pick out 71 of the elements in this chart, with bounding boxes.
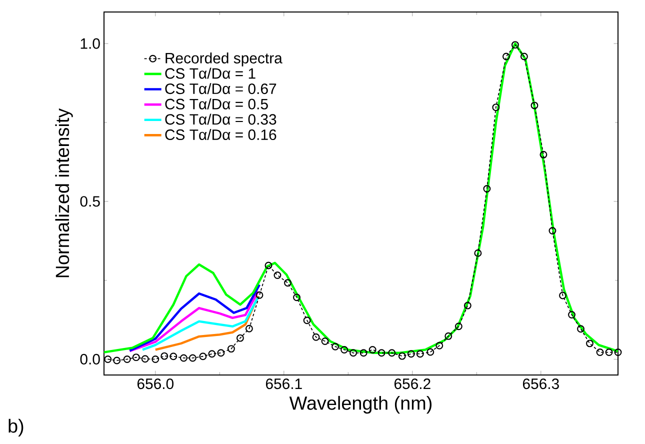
point — [256, 291, 264, 299]
point — [113, 356, 121, 364]
point — [407, 350, 415, 358]
point — [312, 333, 320, 341]
point — [511, 41, 519, 49]
point — [236, 334, 244, 342]
point — [170, 352, 178, 360]
point — [152, 355, 160, 363]
point — [141, 355, 149, 363]
point — [426, 348, 434, 356]
point — [217, 349, 225, 357]
point — [483, 185, 491, 193]
point — [474, 249, 482, 257]
point — [245, 324, 253, 332]
y-axis-title: Normalized intensity — [55, 108, 73, 278]
point — [284, 279, 292, 287]
point — [104, 355, 112, 363]
x-axis-title: Wavelength (nm) — [289, 396, 432, 414]
x-tick-label: 656.1 — [266, 378, 302, 390]
point — [559, 292, 566, 300]
point — [577, 325, 584, 333]
point — [350, 349, 358, 357]
legend-label: CS Tα/Dα = 1 — [165, 68, 256, 79]
legend-label: Recorded spectra — [166, 52, 282, 66]
point — [293, 294, 300, 302]
point — [530, 102, 538, 110]
point — [568, 310, 576, 318]
point — [264, 262, 272, 270]
point — [274, 272, 282, 279]
legend-label: CS Tα/Dα = 0.67 — [165, 83, 276, 94]
point — [502, 52, 510, 60]
point — [605, 348, 613, 356]
y-tick-label: 0.5 — [80, 196, 100, 207]
point — [332, 342, 340, 350]
point — [188, 354, 196, 362]
point — [398, 352, 406, 360]
legend-label: CS Tα/Dα = 0.16 — [165, 129, 276, 140]
point — [227, 345, 235, 353]
point — [614, 348, 622, 356]
point — [378, 349, 386, 357]
point — [436, 342, 444, 350]
point — [464, 302, 472, 310]
point — [199, 352, 207, 360]
point — [208, 350, 216, 358]
point — [492, 104, 500, 112]
point — [548, 227, 556, 234]
point — [160, 352, 168, 360]
point — [303, 316, 311, 324]
point — [123, 355, 131, 363]
point — [444, 332, 452, 340]
point — [340, 346, 348, 354]
point — [321, 337, 329, 345]
legend-label: CS Tα/Dα = 0.33 — [165, 114, 276, 125]
point — [540, 150, 548, 158]
point — [132, 354, 140, 362]
point — [388, 349, 396, 357]
point — [368, 346, 376, 354]
point — [180, 354, 188, 362]
legend-label: CS Tα/Dα = 0.5 — [165, 98, 268, 110]
x-tick-label: 656.3 — [522, 378, 559, 390]
y-tick-label: 1.0 — [80, 38, 100, 49]
y-tick-label: 0.0 — [80, 354, 100, 365]
point — [596, 348, 604, 356]
text: b) — [8, 418, 24, 436]
point — [360, 349, 368, 357]
x-tick-label: 656.0 — [137, 378, 174, 390]
point — [416, 350, 424, 358]
point — [454, 322, 462, 330]
x-tick-label: 656.2 — [394, 378, 430, 390]
point — [520, 52, 528, 60]
point — [586, 340, 594, 348]
